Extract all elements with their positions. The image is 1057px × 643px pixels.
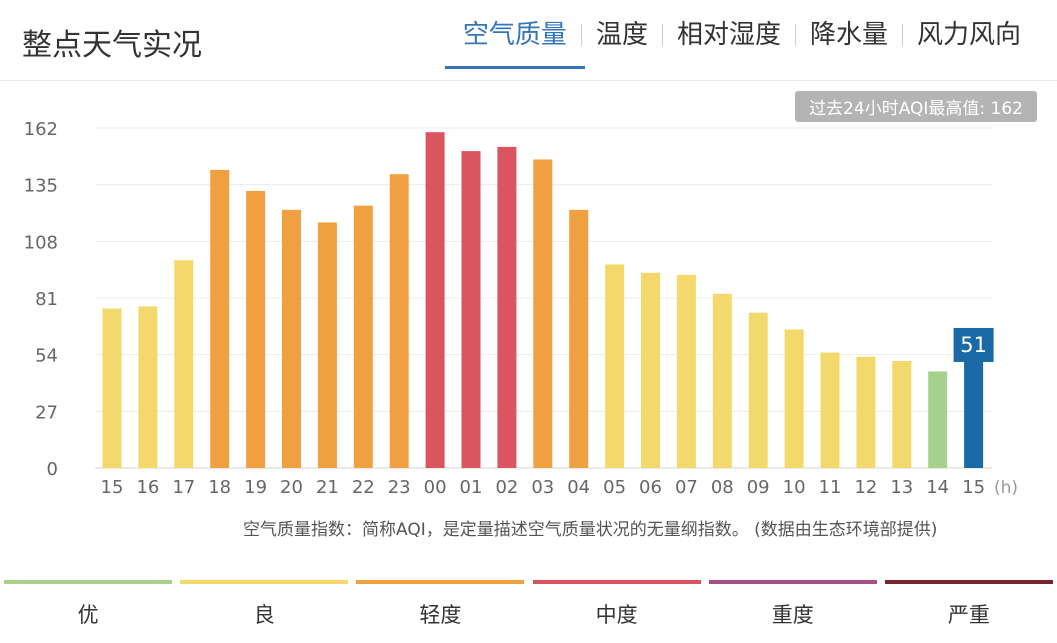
legend-item: 中度: [532, 580, 701, 643]
header: 整点天气实况 空气质量 温度 相对湿度 降水量 风力风向: [0, 0, 1057, 81]
legend-label: 重度: [771, 603, 814, 627]
bar: [820, 352, 840, 468]
bar: [569, 209, 589, 468]
current-value-label: 51: [960, 333, 987, 357]
legend-label: 优: [77, 603, 99, 627]
x-tick-label: 12: [854, 477, 877, 498]
legend-item: 重度: [708, 580, 877, 643]
x-tick-label: 00: [424, 477, 447, 498]
legend-color-bar: [708, 580, 877, 584]
x-tick-label: 17: [172, 477, 195, 498]
bar: [533, 159, 553, 468]
bar: [892, 360, 912, 468]
aqi-level-legend: 优 良 轻度 中度 重度 严重: [0, 580, 1057, 643]
bar: [712, 293, 732, 468]
x-tick-label: 02: [495, 477, 518, 498]
x-tick-label: 22: [352, 477, 375, 498]
x-tick-label: 21: [316, 477, 339, 498]
y-tick-label: 108: [24, 232, 58, 253]
legend-color-bar: [180, 580, 349, 584]
x-tick-label: 03: [531, 477, 554, 498]
bar: [856, 356, 876, 468]
bar: [676, 274, 696, 468]
tab-divider: [661, 24, 663, 46]
legend-label: 良: [253, 603, 275, 627]
x-tick-label: 13: [890, 477, 913, 498]
tab-temperature[interactable]: 温度: [595, 20, 648, 50]
x-tick-label: 15: [962, 477, 985, 498]
bar: [317, 222, 337, 468]
aqi-bar-chart: 0 27 54 81 108 135 162 15 16 17 18 19 20 21 22 23 00 01 02…: [24, 119, 1018, 498]
bar: [964, 360, 984, 468]
legend-color-bar: [884, 580, 1053, 584]
legend-label: 轻度: [419, 603, 462, 627]
y-tick-label: 162: [24, 119, 58, 140]
legend-color-bar: [356, 580, 525, 584]
x-tick-label: 16: [136, 477, 159, 498]
legend-color-bar: [532, 580, 701, 584]
bar: [641, 272, 660, 468]
legend-label: 严重: [947, 603, 990, 627]
y-tick-label: 27: [35, 402, 58, 423]
page-title: 整点天气实况: [22, 28, 202, 63]
max-aqi-badge: 过去24小时AQI最高值: 162: [795, 91, 1037, 122]
bar: [425, 132, 445, 468]
bar: [461, 151, 481, 468]
legend-item: 严重: [884, 580, 1053, 643]
x-tick-label: 04: [567, 477, 590, 498]
current-value-callout: [953, 327, 994, 362]
tab-wind[interactable]: 风力风向: [916, 20, 1021, 50]
tab-bar: 空气质量 温度 相对湿度 降水量 风力风向: [444, 18, 1035, 69]
x-tick-label: 07: [675, 477, 698, 498]
bar: [928, 371, 948, 468]
x-tick-label: 15: [101, 477, 124, 498]
x-tick-label: 23: [388, 477, 411, 498]
x-tick-label: 14: [926, 477, 949, 498]
y-tick-label: 54: [35, 346, 58, 367]
legend-label: 中度: [595, 603, 638, 627]
bar: [605, 264, 625, 468]
x-tick-label: 01: [460, 477, 483, 498]
y-tick-label: 135: [24, 176, 58, 197]
bar: [497, 146, 517, 468]
bar: [389, 174, 409, 468]
bar: [174, 260, 194, 468]
bar: [282, 209, 301, 468]
legend-item: 良: [180, 580, 349, 643]
bar: [210, 169, 230, 468]
x-axis-unit-label: (h): [994, 478, 1018, 498]
y-tick-label: 81: [35, 289, 58, 310]
x-tick-label: 10: [783, 477, 806, 498]
legend-item: 优: [4, 580, 173, 643]
tab-air-quality[interactable]: 空气质量: [444, 18, 585, 69]
tab-precipitation[interactable]: 降水量: [809, 20, 888, 50]
legend-color-bar: [4, 580, 173, 584]
bar: [246, 190, 266, 468]
x-tick-label: 19: [244, 477, 267, 498]
bar: [784, 329, 804, 468]
tab-divider: [580, 24, 582, 46]
x-tick-label: 08: [711, 477, 734, 498]
legend-item: 轻度: [356, 580, 525, 643]
bar: [138, 306, 158, 468]
x-tick-label: 11: [819, 477, 842, 498]
x-tick-label: 20: [280, 477, 303, 498]
tab-humidity[interactable]: 相对湿度: [676, 20, 781, 50]
aqi-footnote: 空气质量指数：简称AQI，是定量描述空气质量状况的无量纲指数。 (数据由生态环境…: [243, 520, 938, 540]
x-tick-label: 06: [639, 477, 662, 498]
x-tick-label: 09: [747, 477, 770, 498]
tab-divider: [794, 24, 796, 46]
y-tick-label: 0: [47, 459, 58, 480]
x-tick-label: 05: [603, 477, 626, 498]
bar: [102, 308, 122, 468]
bar: [353, 205, 373, 468]
x-tick-label: 18: [208, 477, 231, 498]
tab-divider: [901, 24, 903, 46]
bar: [748, 312, 768, 468]
